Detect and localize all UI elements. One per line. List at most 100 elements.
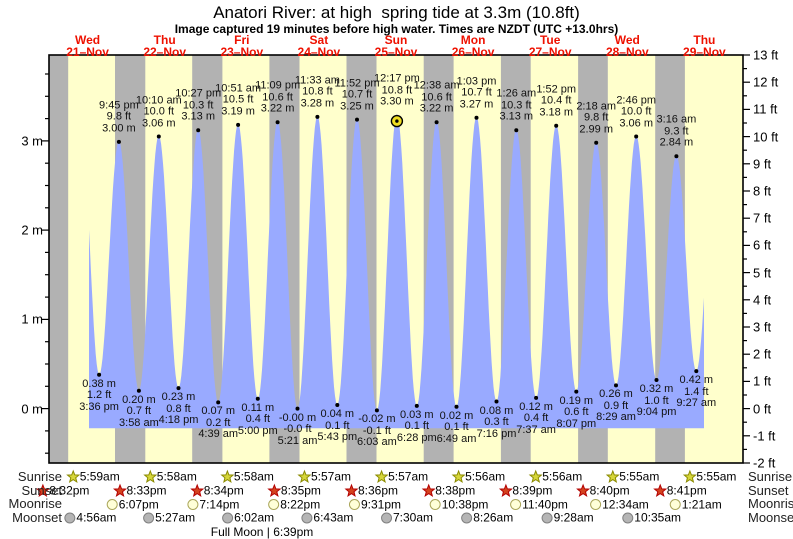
low-tide-label: 0.26 m 0.9 ft 8:29 am — [596, 388, 636, 424]
high-tide-label: 3:16 am 9.3 ft 2.84 m — [656, 113, 697, 149]
sunrise-time: 5:55am — [619, 469, 660, 484]
ft-axis-tick-label: 2 ft — [753, 346, 772, 362]
ft-axis-tick-label: 5 ft — [753, 265, 772, 281]
ft-axis-tick-label: 3 ft — [753, 319, 772, 335]
ft-axis-tick-label: 0 ft — [753, 401, 772, 417]
sunset-time: 8:39pm — [512, 483, 553, 498]
low-tide-point — [136, 388, 141, 393]
low-tide-label: 0.32 m 1.0 ft 9:04 pm — [636, 383, 677, 418]
high-tide-point — [236, 122, 241, 127]
sunset-icon — [421, 483, 436, 498]
moonset-time: 10:35am — [634, 510, 681, 525]
sunrise-time: 5:59am — [79, 469, 120, 484]
moonset-time: 7:30am — [393, 510, 434, 525]
sunset-time: 8:35pm — [280, 483, 321, 498]
high-tide-point — [554, 123, 559, 128]
sunset-icon — [35, 483, 50, 498]
plot-border — [48, 54, 744, 464]
ft-axis-tick-label: 6 ft — [753, 237, 772, 253]
high-tide-label: 2:46 pm 10.0 ft 3.06 m — [616, 94, 657, 129]
high-tide-label: 1:52 pm 10.4 ft 3.18 m — [536, 83, 577, 119]
sunrise-row-label-right: Sunrise — [748, 469, 793, 484]
ft-axis-tick-label: 13 ft — [753, 47, 779, 63]
sunrise-icon — [143, 469, 158, 484]
sunset-time: 8:32pm — [49, 483, 90, 498]
ft-axis-tick-label: 10 ft — [753, 129, 779, 145]
moonset-time: 6:02am — [234, 510, 275, 525]
sunrise-time: 5:56am — [542, 469, 583, 484]
low-tide-point — [176, 386, 181, 391]
high-tide-point — [315, 114, 320, 119]
sunrise-time: 5:58am — [233, 469, 274, 484]
chart-title: Anatori River: at high spring tide at 3.… — [213, 3, 580, 22]
high-tide-point — [514, 128, 519, 133]
low-tide-label: 0.19 m 0.6 ft 8:07 pm — [556, 394, 597, 430]
moonrise-time: 8:22pm — [280, 497, 321, 511]
high-tide-point — [275, 120, 280, 125]
low-tide-point — [414, 403, 419, 408]
moonrise-time: 10:38pm — [441, 497, 489, 511]
moonrise-time: 11:40pm — [522, 497, 568, 511]
high-tide-point — [474, 115, 479, 120]
low-tide-label: 0.20 m 0.7 ft 3:58 am — [119, 393, 159, 429]
ft-axis-tick-label: 8 ft — [753, 183, 772, 199]
moonrise-icon — [429, 499, 441, 510]
ft-axis-tick-label: -2 ft — [753, 455, 776, 471]
low-tide-point — [694, 369, 699, 374]
moonrise-icon — [268, 499, 280, 510]
moonrise-icon — [590, 499, 602, 510]
sunset-icon — [190, 483, 205, 498]
low-tide-label: 0.03 m 0.1 ft 6:28 pm — [396, 408, 437, 444]
moonset-icon — [64, 512, 76, 524]
moonset-time: 9:28am — [553, 510, 594, 525]
moonset-icon — [381, 512, 393, 524]
day-label: Tue 27–Nov — [528, 33, 572, 59]
sunrise-time: 5:55am — [696, 469, 737, 484]
high-tide-label: 11:52 pm 10.7 ft 3.25 m — [334, 77, 380, 113]
ft-axis-tick-label: 11 ft — [753, 101, 778, 117]
sunrise-icon — [374, 469, 389, 484]
high-tide-label: 12:17 pm 10.8 ft 3.30 m — [373, 72, 420, 108]
sunrise-time: 5:57am — [311, 469, 352, 484]
day-label: Thu 29–Nov — [683, 33, 726, 59]
high-tide-point — [674, 154, 679, 159]
sunrise-time: 5:56am — [465, 469, 506, 484]
m-axis-tick-label: 3 m — [21, 133, 43, 149]
sunset-row-label-right: Sunset — [748, 483, 789, 498]
sunset-icon — [653, 483, 668, 498]
high-tide-label: 12:38 am 10.6 ft 3.22 m — [413, 79, 460, 115]
moonset-time: 4:56am — [76, 510, 117, 525]
chart-subtitle: Image captured 19 minutes before high wa… — [174, 22, 619, 36]
sunset-row-label-left: Sunset — [21, 483, 62, 498]
high-tide-label: 11:09 pm 10.6 ft 3.22 m — [255, 79, 301, 115]
low-tide-label: 0.23 m 0.8 ft 4:18 pm — [158, 391, 199, 427]
sunset-icon — [498, 483, 513, 498]
high-tide-point — [434, 120, 439, 125]
low-tide-label: 0.04 m 0.1 ft 5:43 pm — [317, 408, 358, 443]
day-label: Wed 21–Nov — [66, 33, 109, 59]
moonset-time: 8:26am — [473, 510, 514, 525]
sunset-time: 8:41pm — [666, 483, 707, 498]
high-tide-label: 9:45 pm 9.8 ft 3.00 m — [99, 99, 139, 135]
sunset-icon — [344, 483, 359, 498]
high-tide-label: 10:10 am 10.0 ft 3.06 m — [135, 94, 182, 129]
high-tide-label: 10:27 pm 10.3 ft 3.13 m — [175, 87, 222, 123]
moonrise-icon — [106, 499, 118, 510]
sunrise-icon — [220, 469, 235, 484]
ft-axis-tick-label: 1 ft — [753, 373, 772, 389]
sunrise-icon — [451, 469, 466, 484]
sunrise-row-label-left: Sunrise — [17, 469, 62, 484]
low-tide-point — [454, 404, 459, 409]
low-tide-point — [574, 389, 579, 394]
low-tide-label: -0.00 m -0.0 ft 5:21 am — [277, 411, 318, 447]
night-band — [49, 55, 69, 463]
low-tide-label: 0.12 m 0.4 ft 7:37 am — [516, 400, 556, 436]
sunrise-time: 5:57am — [388, 469, 429, 484]
low-tide-label: 0.08 m 0.3 ft 7:16 pm — [476, 404, 517, 440]
day-label: Sat 24–Nov — [297, 33, 341, 59]
high-tide-point — [156, 134, 161, 139]
low-tide-label: 0.38 m 1.2 ft 3:36 pm — [79, 377, 119, 413]
high-tide-label: 10:51 am 10.5 ft 3.19 m — [215, 82, 262, 118]
low-tide-label: 0.02 m 0.1 ft 6:49 am — [436, 409, 477, 445]
sunrise-icon — [528, 469, 543, 484]
